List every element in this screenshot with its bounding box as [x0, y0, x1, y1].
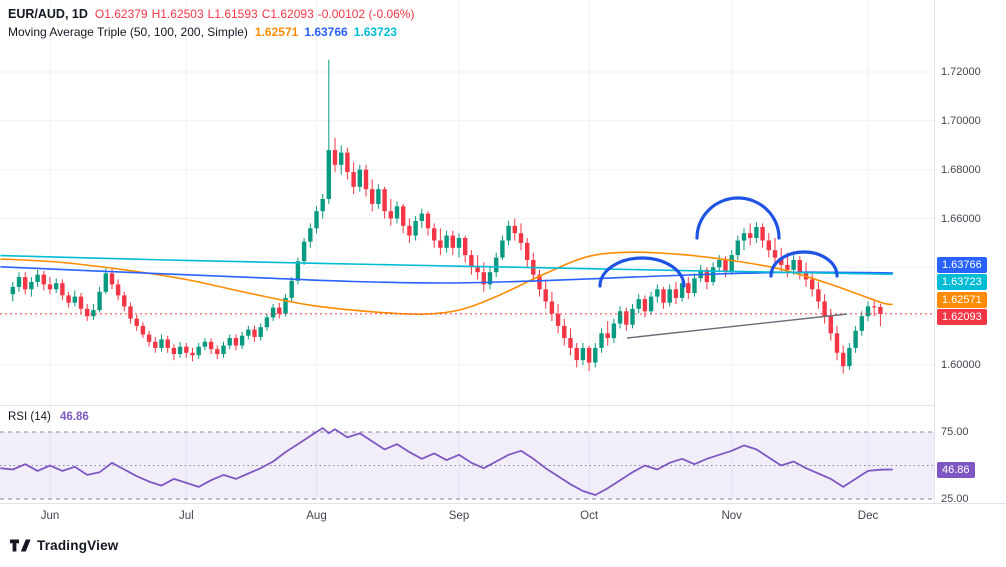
high-value: H1.62503	[151, 7, 204, 21]
price-axis-label: 1.60000	[941, 359, 981, 371]
sma-100-line	[0, 266, 893, 284]
price-badge: 1.63723	[937, 274, 987, 291]
rsi-band	[0, 431, 934, 500]
open-value: O1.62379	[94, 7, 148, 21]
time-axis-label: Oct	[580, 510, 599, 522]
time-axis-label: Sep	[448, 510, 470, 522]
time-axis-label: Nov	[721, 510, 742, 522]
ma50-value: 1.62571	[254, 25, 299, 39]
tradingview-branding[interactable]: TradingView	[10, 538, 118, 553]
sma-50-line	[0, 251, 893, 316]
price-axis-label: 1.68000	[941, 163, 981, 176]
price-badge: 1.63766	[937, 257, 987, 274]
chart-legend: EUR/AUD, 1D O1.62379 H1.62503 L1.61593 C1.6…	[8, 7, 418, 43]
rsi-indicator-label: RSI (14)	[8, 411, 51, 423]
price-badge: 46.86	[937, 461, 975, 478]
price-axis-label: 1.72000	[941, 66, 981, 78]
ma100-value: 1.63766	[304, 25, 348, 39]
time-axis[interactable]: Jun Jul Aug Sep Oct Nov Dec	[0, 503, 1006, 530]
ma-values: 1.62571 1.63766 1.63723	[255, 25, 403, 39]
low-value: L1.61593	[207, 7, 258, 21]
pattern-arc	[769, 250, 839, 278]
pattern-arc	[598, 256, 686, 288]
ma-legend-row[interactable]: Moving Average Triple (50, 100, 200, Sim…	[8, 25, 418, 39]
ma-indicator-label: Moving Average Triple (50, 100, 200, Sim…	[8, 25, 248, 39]
candles	[10, 59, 883, 374]
price-axis[interactable]: 1.720001.700001.680001.660001.640001.620…	[934, 0, 1006, 530]
pattern-arc	[695, 196, 781, 240]
rsi-legend-row[interactable]: RSI (14) 46.86	[8, 411, 89, 423]
time-axis-label: Aug	[306, 510, 327, 522]
pattern-annotations[interactable]	[598, 196, 848, 339]
sma-200-line	[0, 254, 893, 275]
price-axis-label: 1.66000	[941, 212, 981, 225]
pane-separator[interactable]	[0, 405, 1006, 406]
symbol-title[interactable]: EUR/AUD, 1D	[8, 7, 88, 21]
rsi-axis-label: 75.00	[941, 426, 969, 438]
close-value: C1.62093	[261, 7, 314, 21]
trendline	[626, 313, 848, 339]
rsi-line	[0, 427, 893, 496]
time-axis-label: Jun	[40, 510, 60, 522]
price-badge: 1.62571	[937, 291, 987, 308]
ma200-value: 1.63723	[353, 25, 398, 39]
tradingview-logo-icon	[10, 539, 31, 552]
rsi-axis-label: 25.00	[941, 493, 969, 505]
symbol-legend-row[interactable]: EUR/AUD, 1D O1.62379 H1.62503 L1.61593 C1.6…	[8, 7, 418, 21]
time-axis-label: Dec	[857, 510, 879, 522]
change-value: -0.00102 (-0.06%)	[317, 7, 415, 21]
tradingview-wordmark: TradingView	[37, 538, 119, 553]
rsi-value: 46.86	[60, 411, 89, 423]
ohlc-readout: O1.62379 H1.62503 L1.61593 C1.62093 -0.00102…	[95, 7, 419, 21]
time-axis-label: Jul	[178, 510, 194, 522]
price-badge: 1.62093	[937, 308, 987, 325]
price-axis-label: 1.70000	[941, 114, 981, 127]
